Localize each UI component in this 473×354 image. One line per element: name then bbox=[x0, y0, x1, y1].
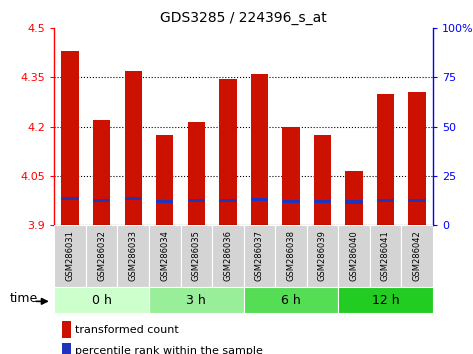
FancyBboxPatch shape bbox=[212, 225, 244, 287]
Bar bbox=[61, 197, 79, 200]
Text: GSM286032: GSM286032 bbox=[97, 230, 106, 281]
Bar bbox=[156, 135, 174, 225]
Bar bbox=[219, 79, 236, 225]
FancyBboxPatch shape bbox=[149, 225, 181, 287]
Bar bbox=[282, 200, 299, 203]
Bar bbox=[282, 127, 299, 225]
Text: GSM286033: GSM286033 bbox=[129, 230, 138, 281]
FancyBboxPatch shape bbox=[244, 225, 275, 287]
Title: GDS3285 / 224396_s_at: GDS3285 / 224396_s_at bbox=[160, 11, 327, 24]
Text: transformed count: transformed count bbox=[75, 325, 179, 335]
Text: percentile rank within the sample: percentile rank within the sample bbox=[75, 346, 263, 354]
Text: GSM286035: GSM286035 bbox=[192, 230, 201, 281]
Text: GSM286042: GSM286042 bbox=[412, 230, 421, 281]
Bar bbox=[408, 199, 426, 202]
FancyBboxPatch shape bbox=[149, 287, 244, 313]
Text: 0 h: 0 h bbox=[92, 293, 112, 307]
Text: 12 h: 12 h bbox=[372, 293, 399, 307]
Text: time: time bbox=[10, 292, 38, 305]
Text: GSM286036: GSM286036 bbox=[223, 230, 232, 281]
FancyBboxPatch shape bbox=[86, 225, 117, 287]
Bar bbox=[93, 199, 110, 202]
Bar bbox=[251, 74, 268, 225]
FancyBboxPatch shape bbox=[117, 225, 149, 287]
Bar bbox=[345, 200, 363, 204]
Bar bbox=[377, 199, 394, 202]
Bar bbox=[188, 199, 205, 202]
Text: GSM286034: GSM286034 bbox=[160, 230, 169, 281]
Text: GSM286038: GSM286038 bbox=[286, 230, 296, 281]
Bar bbox=[219, 199, 236, 202]
Bar bbox=[314, 200, 331, 203]
Text: 3 h: 3 h bbox=[186, 293, 206, 307]
FancyBboxPatch shape bbox=[275, 225, 307, 287]
Text: GSM286041: GSM286041 bbox=[381, 230, 390, 281]
FancyBboxPatch shape bbox=[401, 225, 433, 287]
Bar bbox=[124, 71, 142, 225]
Bar bbox=[345, 171, 363, 225]
Bar bbox=[61, 51, 79, 225]
Bar bbox=[93, 120, 110, 225]
FancyBboxPatch shape bbox=[338, 225, 370, 287]
FancyBboxPatch shape bbox=[244, 287, 338, 313]
Text: GSM286040: GSM286040 bbox=[350, 230, 359, 281]
Text: GSM286031: GSM286031 bbox=[66, 230, 75, 281]
Text: GSM286037: GSM286037 bbox=[255, 230, 264, 281]
Bar bbox=[377, 94, 394, 225]
Bar bbox=[62, 321, 71, 338]
Text: GSM286039: GSM286039 bbox=[318, 230, 327, 281]
Bar bbox=[156, 200, 174, 203]
Bar bbox=[408, 92, 426, 225]
Bar bbox=[251, 198, 268, 201]
FancyBboxPatch shape bbox=[370, 225, 401, 287]
Bar bbox=[124, 197, 142, 200]
Text: 6 h: 6 h bbox=[281, 293, 301, 307]
FancyBboxPatch shape bbox=[54, 287, 149, 313]
Bar bbox=[188, 122, 205, 225]
Bar bbox=[314, 135, 331, 225]
FancyBboxPatch shape bbox=[338, 287, 433, 313]
Bar bbox=[62, 343, 71, 354]
FancyBboxPatch shape bbox=[181, 225, 212, 287]
FancyBboxPatch shape bbox=[54, 225, 86, 287]
FancyBboxPatch shape bbox=[307, 225, 338, 287]
